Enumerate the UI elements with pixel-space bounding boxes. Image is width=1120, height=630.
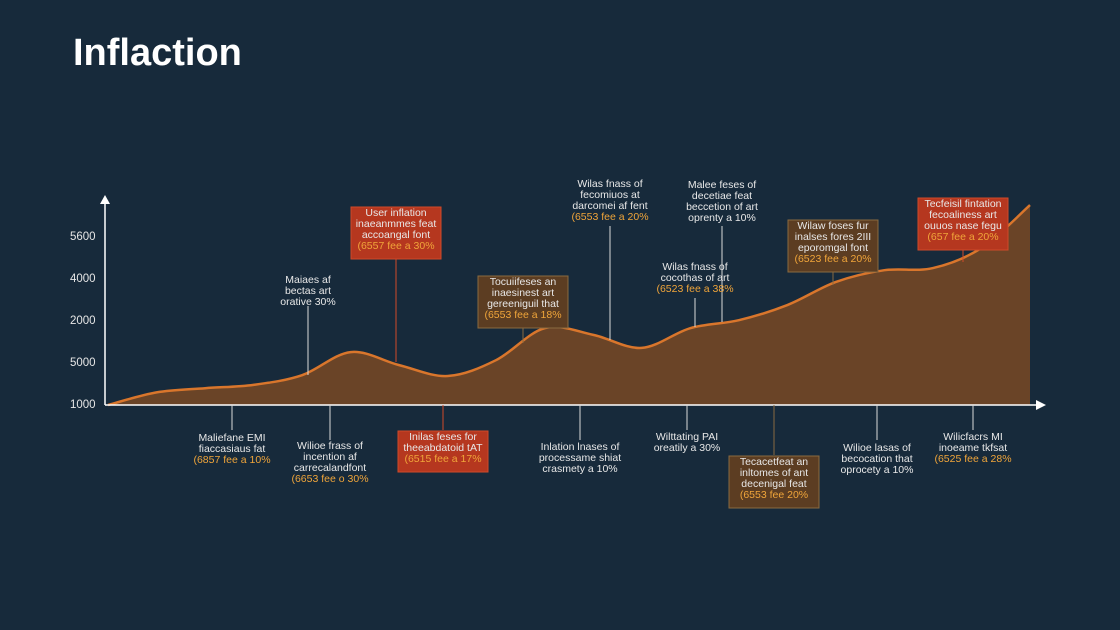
annotation-text: (6557 fee a 30% bbox=[357, 240, 434, 252]
annotation-text: beccetion of art bbox=[686, 201, 758, 213]
annotation-text: fecoaliness art bbox=[929, 209, 997, 221]
annotation-text: (6553 fee 20% bbox=[740, 489, 808, 501]
annotation-text: becocation that bbox=[841, 453, 912, 465]
annotation-text: incention af bbox=[303, 451, 357, 463]
annotation-text: accoangal font bbox=[362, 229, 430, 241]
annotation-text: Wilicfacrs MI bbox=[943, 431, 1003, 443]
annotation-text: User inflation bbox=[365, 207, 426, 219]
y-tick-label: 5600 bbox=[70, 231, 96, 243]
annotation-text: Wilas fnass of bbox=[662, 261, 727, 273]
annotation-text: inaeanmmes feat bbox=[356, 218, 437, 230]
annotation-text: bectas art bbox=[285, 285, 331, 297]
annotation-text: (657 fee a 20% bbox=[927, 231, 998, 243]
annotation-box bbox=[477, 275, 569, 329]
annotation-text: (6857 fee a 10% bbox=[193, 454, 270, 466]
annotation-text: fecomiuos at bbox=[580, 189, 640, 201]
annotation-text: processame shiat bbox=[539, 452, 621, 464]
annotation-text: inltomes of ant bbox=[740, 467, 808, 479]
annotation-text: oreatily a 30% bbox=[654, 442, 721, 454]
annotation-text: oprenty a 10% bbox=[688, 212, 756, 224]
annotation-box bbox=[787, 219, 879, 273]
y-axis-arrow bbox=[100, 195, 110, 204]
annotation-text: Wilttating PAI bbox=[656, 431, 718, 443]
annotation-box bbox=[728, 455, 820, 509]
area bbox=[108, 205, 1030, 405]
annotation-text: Malee feses of bbox=[688, 179, 756, 191]
annotation-text: decenigal feat bbox=[741, 478, 806, 490]
annotation-text: (6653 fee o 30% bbox=[291, 473, 368, 485]
annotation-text: Tecfeisil fintation bbox=[924, 198, 1001, 210]
chart-title: Inflaction bbox=[73, 32, 242, 74]
annotation-text: Tocuiifeses an bbox=[490, 276, 557, 288]
annotation-text: (6523 fee a 20% bbox=[794, 253, 871, 265]
annotation-text: inaesinest art bbox=[492, 287, 555, 299]
y-tick-label: 2000 bbox=[70, 315, 96, 327]
annotation-text: (6553 fee a 18% bbox=[484, 309, 561, 321]
annotation-text: gereeniguil that bbox=[487, 298, 559, 310]
x-axis-arrow bbox=[1036, 400, 1046, 410]
annotation-text: Wilaw foses fur bbox=[797, 220, 869, 232]
annotation-text: orative 30% bbox=[280, 296, 335, 308]
annotation-text: (6553 fee a 20% bbox=[571, 211, 648, 223]
y-tick-label: 1000 bbox=[70, 399, 96, 411]
annotation-text: inalses fores 2III bbox=[795, 231, 871, 243]
annotation-text: Tecacetfeat an bbox=[740, 456, 808, 468]
annotation-text: inoeame tkfsat bbox=[939, 442, 1007, 454]
annotation-text: ouuos nase fegu bbox=[924, 220, 1002, 232]
annotation-text: Inilas feses for bbox=[409, 431, 477, 443]
annotation-text: (6525 fee a 28% bbox=[934, 453, 1011, 465]
annotation-text: Maliefane EMI bbox=[198, 432, 265, 444]
annotation-box bbox=[397, 430, 489, 473]
annotation-text: Maiaes af bbox=[285, 274, 331, 286]
y-tick-label: 5000 bbox=[70, 357, 96, 369]
annotation-text: eporomgal font bbox=[798, 242, 868, 254]
annotation-text: carrecalandfont bbox=[294, 462, 366, 474]
annotation-text: darcomei af fent bbox=[572, 200, 647, 212]
annotation-text: Wilas fnass of bbox=[577, 178, 642, 190]
annotation-box bbox=[350, 206, 442, 260]
y-tick-label: 4000 bbox=[70, 273, 96, 285]
annotation-text: theeabdatoid tAT bbox=[403, 442, 483, 454]
annotation-text: Inlation lnases of bbox=[541, 441, 620, 453]
annotation-text: Wilioe lasas of bbox=[843, 442, 911, 454]
annotation-text: decetiae feat bbox=[692, 190, 752, 202]
annotation-text: crasmety a 10% bbox=[542, 463, 617, 475]
area-line bbox=[107, 204, 1031, 407]
annotation-text: cocothas of art bbox=[661, 272, 730, 284]
annotation-text: Wilioe frass of bbox=[297, 440, 363, 452]
annotation-text: (6523 fee a 38% bbox=[656, 283, 733, 295]
annotation-text: oprocety a 10% bbox=[841, 464, 914, 476]
annotation-text: (6515 fee a 17% bbox=[404, 453, 481, 465]
annotation-text: fiaccasiaus fat bbox=[199, 443, 266, 455]
annotation-box bbox=[917, 197, 1009, 251]
